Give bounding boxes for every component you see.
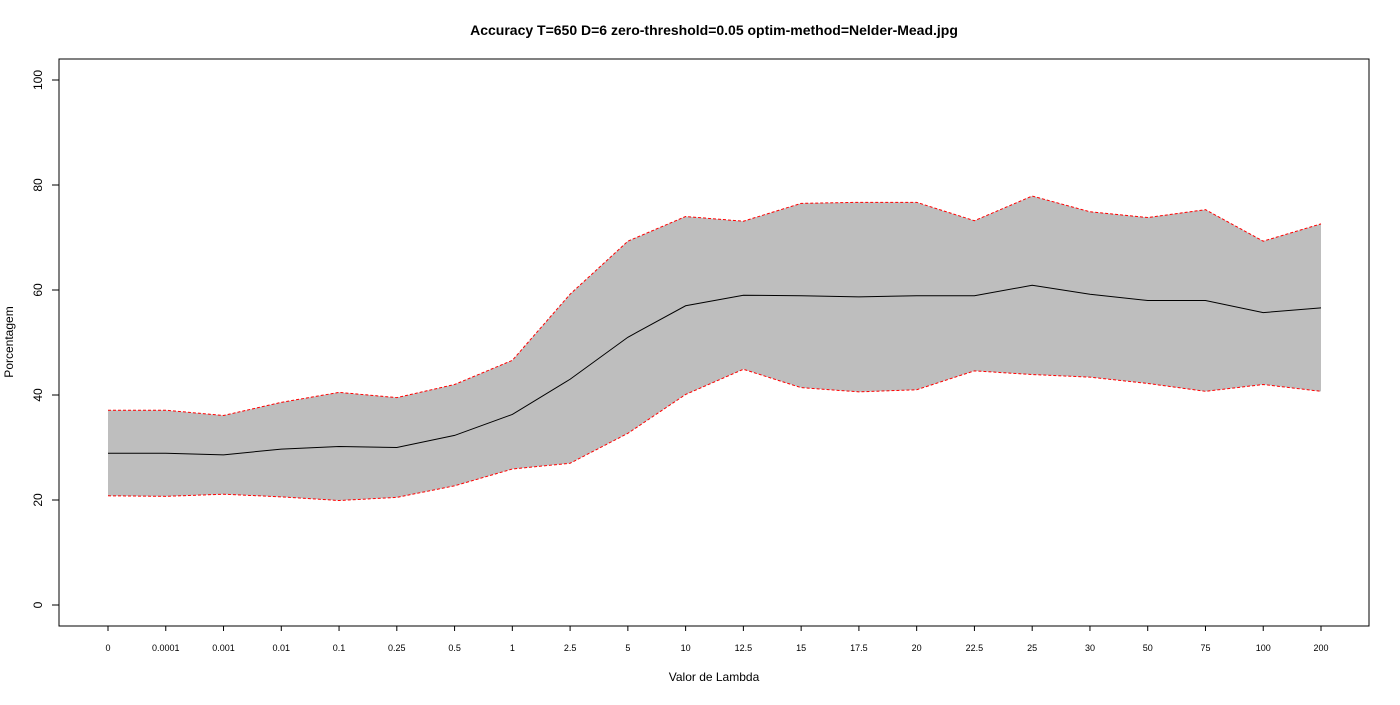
x-tick-label: 0 xyxy=(105,643,110,653)
y-tick-label: 60 xyxy=(31,283,45,297)
x-tick-label: 50 xyxy=(1143,643,1153,653)
y-tick-label: 80 xyxy=(31,178,45,192)
series-lines-layer xyxy=(107,195,1322,502)
x-tick-label: 25 xyxy=(1027,643,1037,653)
x-tick-label: 2.5 xyxy=(564,643,577,653)
x-tick-label: 200 xyxy=(1313,643,1328,653)
y-tick-label: 20 xyxy=(31,493,45,507)
x-tick-label: 0.25 xyxy=(388,643,406,653)
x-tick-label: 10 xyxy=(681,643,691,653)
x-tick-label: 0.1 xyxy=(333,643,346,653)
mean-line xyxy=(108,284,1322,456)
x-tick-label: 30 xyxy=(1085,643,1095,653)
x-axis-label: Valor de Lambda xyxy=(669,670,760,684)
y-tick-label: 40 xyxy=(31,388,45,402)
x-tick-label: 0.0001 xyxy=(152,643,180,653)
x-tick-label: 1 xyxy=(510,643,515,653)
x-tick-label: 0.01 xyxy=(273,643,291,653)
confidence-band xyxy=(108,196,1321,501)
lower-bound-line xyxy=(107,368,1322,502)
x-tick-label: 17.5 xyxy=(850,643,868,653)
x-tick-label: 0.5 xyxy=(448,643,461,653)
x-tick-label: 15 xyxy=(796,643,806,653)
y-axis-label: Porcentagem xyxy=(2,306,16,377)
x-tick-label: 75 xyxy=(1200,643,1210,653)
chart-title: Accuracy T=650 D=6 zero-threshold=0.05 o… xyxy=(470,22,958,38)
y-axis: 0 20 40 60 80 100 xyxy=(31,70,60,608)
y-tick-label: 0 xyxy=(31,601,45,608)
y-tick-label: 100 xyxy=(31,70,45,90)
x-axis: 0 0.0001 0.001 0.01 0.1 0.25 0.5 1 2.5 5 10 12.5 15 1… xyxy=(105,626,1329,653)
x-tick-label: 22.5 xyxy=(966,643,984,653)
x-tick-label: 100 xyxy=(1256,643,1271,653)
x-tick-label: 12.5 xyxy=(735,643,753,653)
x-tick-label: 20 xyxy=(912,643,922,653)
upper-bound-line xyxy=(108,195,1322,416)
x-tick-label: 0.001 xyxy=(212,643,235,653)
confidence-band-layer xyxy=(108,196,1321,501)
x-tick-label: 5 xyxy=(625,643,630,653)
